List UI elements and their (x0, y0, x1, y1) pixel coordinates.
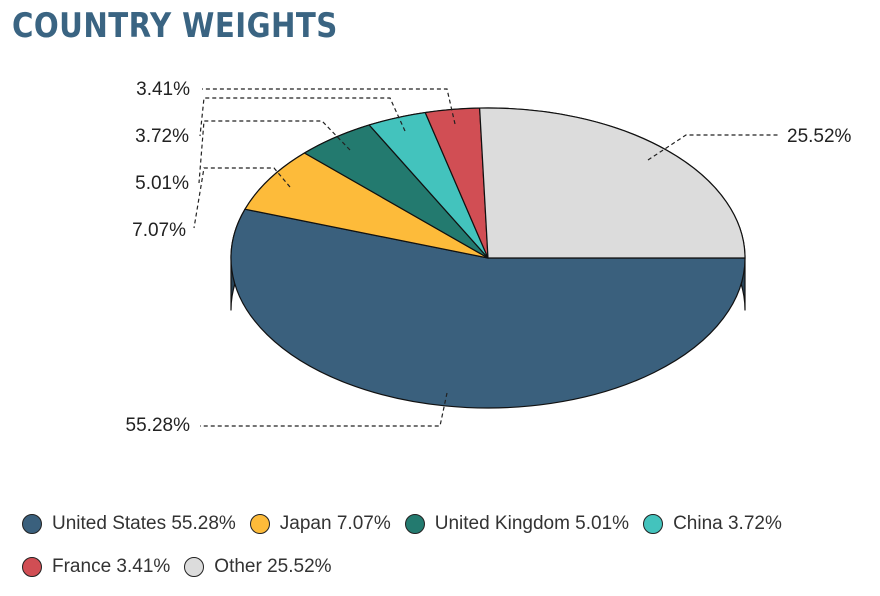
legend-label: France 3.41% (52, 556, 171, 577)
legend-label: China 3.72% (673, 513, 782, 534)
leader-line-japan (193, 167, 291, 229)
data-label-china: 3.72% (135, 126, 189, 147)
legend-label: United States 55.28% (52, 513, 236, 534)
leader-line-china (199, 97, 406, 137)
legend-label: Other 25.52% (214, 556, 332, 577)
leader-line-united-kingdom (198, 120, 351, 184)
data-label-united-kingdom: 5.01% (135, 173, 189, 194)
legend-row: United States 55.28% Japan 7.07% United … (22, 510, 872, 538)
legend-label: Japan 7.07% (279, 513, 391, 534)
pie-chart: 55.28% 7.07% 5.01% 3.72% 3.41% 25.52% (126, 79, 852, 436)
data-label-united-states: 55.28% (126, 415, 191, 436)
chart-title: COUNTRY WEIGHTS (12, 6, 338, 46)
legend-item-japan[interactable]: Japan 7.07% (249, 513, 391, 535)
pie-slice-other[interactable] (479, 107, 746, 259)
legend-swatch (22, 514, 42, 534)
legend-item-other[interactable]: Other 25.52% (184, 556, 332, 578)
legend-label: United Kingdom 5.01% (434, 513, 630, 534)
legend-swatch (404, 514, 425, 534)
legend-swatch (22, 557, 42, 577)
legend-row: France 3.41% Other 25.52% (22, 553, 872, 581)
legend-swatch (184, 557, 205, 577)
data-label-japan: 7.07% (132, 220, 186, 241)
legend-item-france[interactable]: France 3.41% (22, 556, 170, 578)
legend-swatch (249, 514, 270, 534)
pie-slice-united-states[interactable] (230, 208, 746, 409)
leader-line-other (647, 134, 778, 161)
leader-line-france (202, 88, 456, 125)
legend-item-united-kingdom[interactable]: United Kingdom 5.01% (404, 513, 630, 535)
legend-swatch (643, 514, 664, 534)
legend-item-united-states[interactable]: United States 55.28% (22, 513, 236, 535)
pie-slice-japan[interactable] (244, 152, 489, 259)
data-label-other: 25.52% (787, 126, 852, 147)
legend-item-china[interactable]: China 3.72% (643, 513, 782, 535)
legend: United States 55.28% Japan 7.07% United … (22, 510, 872, 596)
data-label-france: 3.41% (136, 79, 190, 100)
